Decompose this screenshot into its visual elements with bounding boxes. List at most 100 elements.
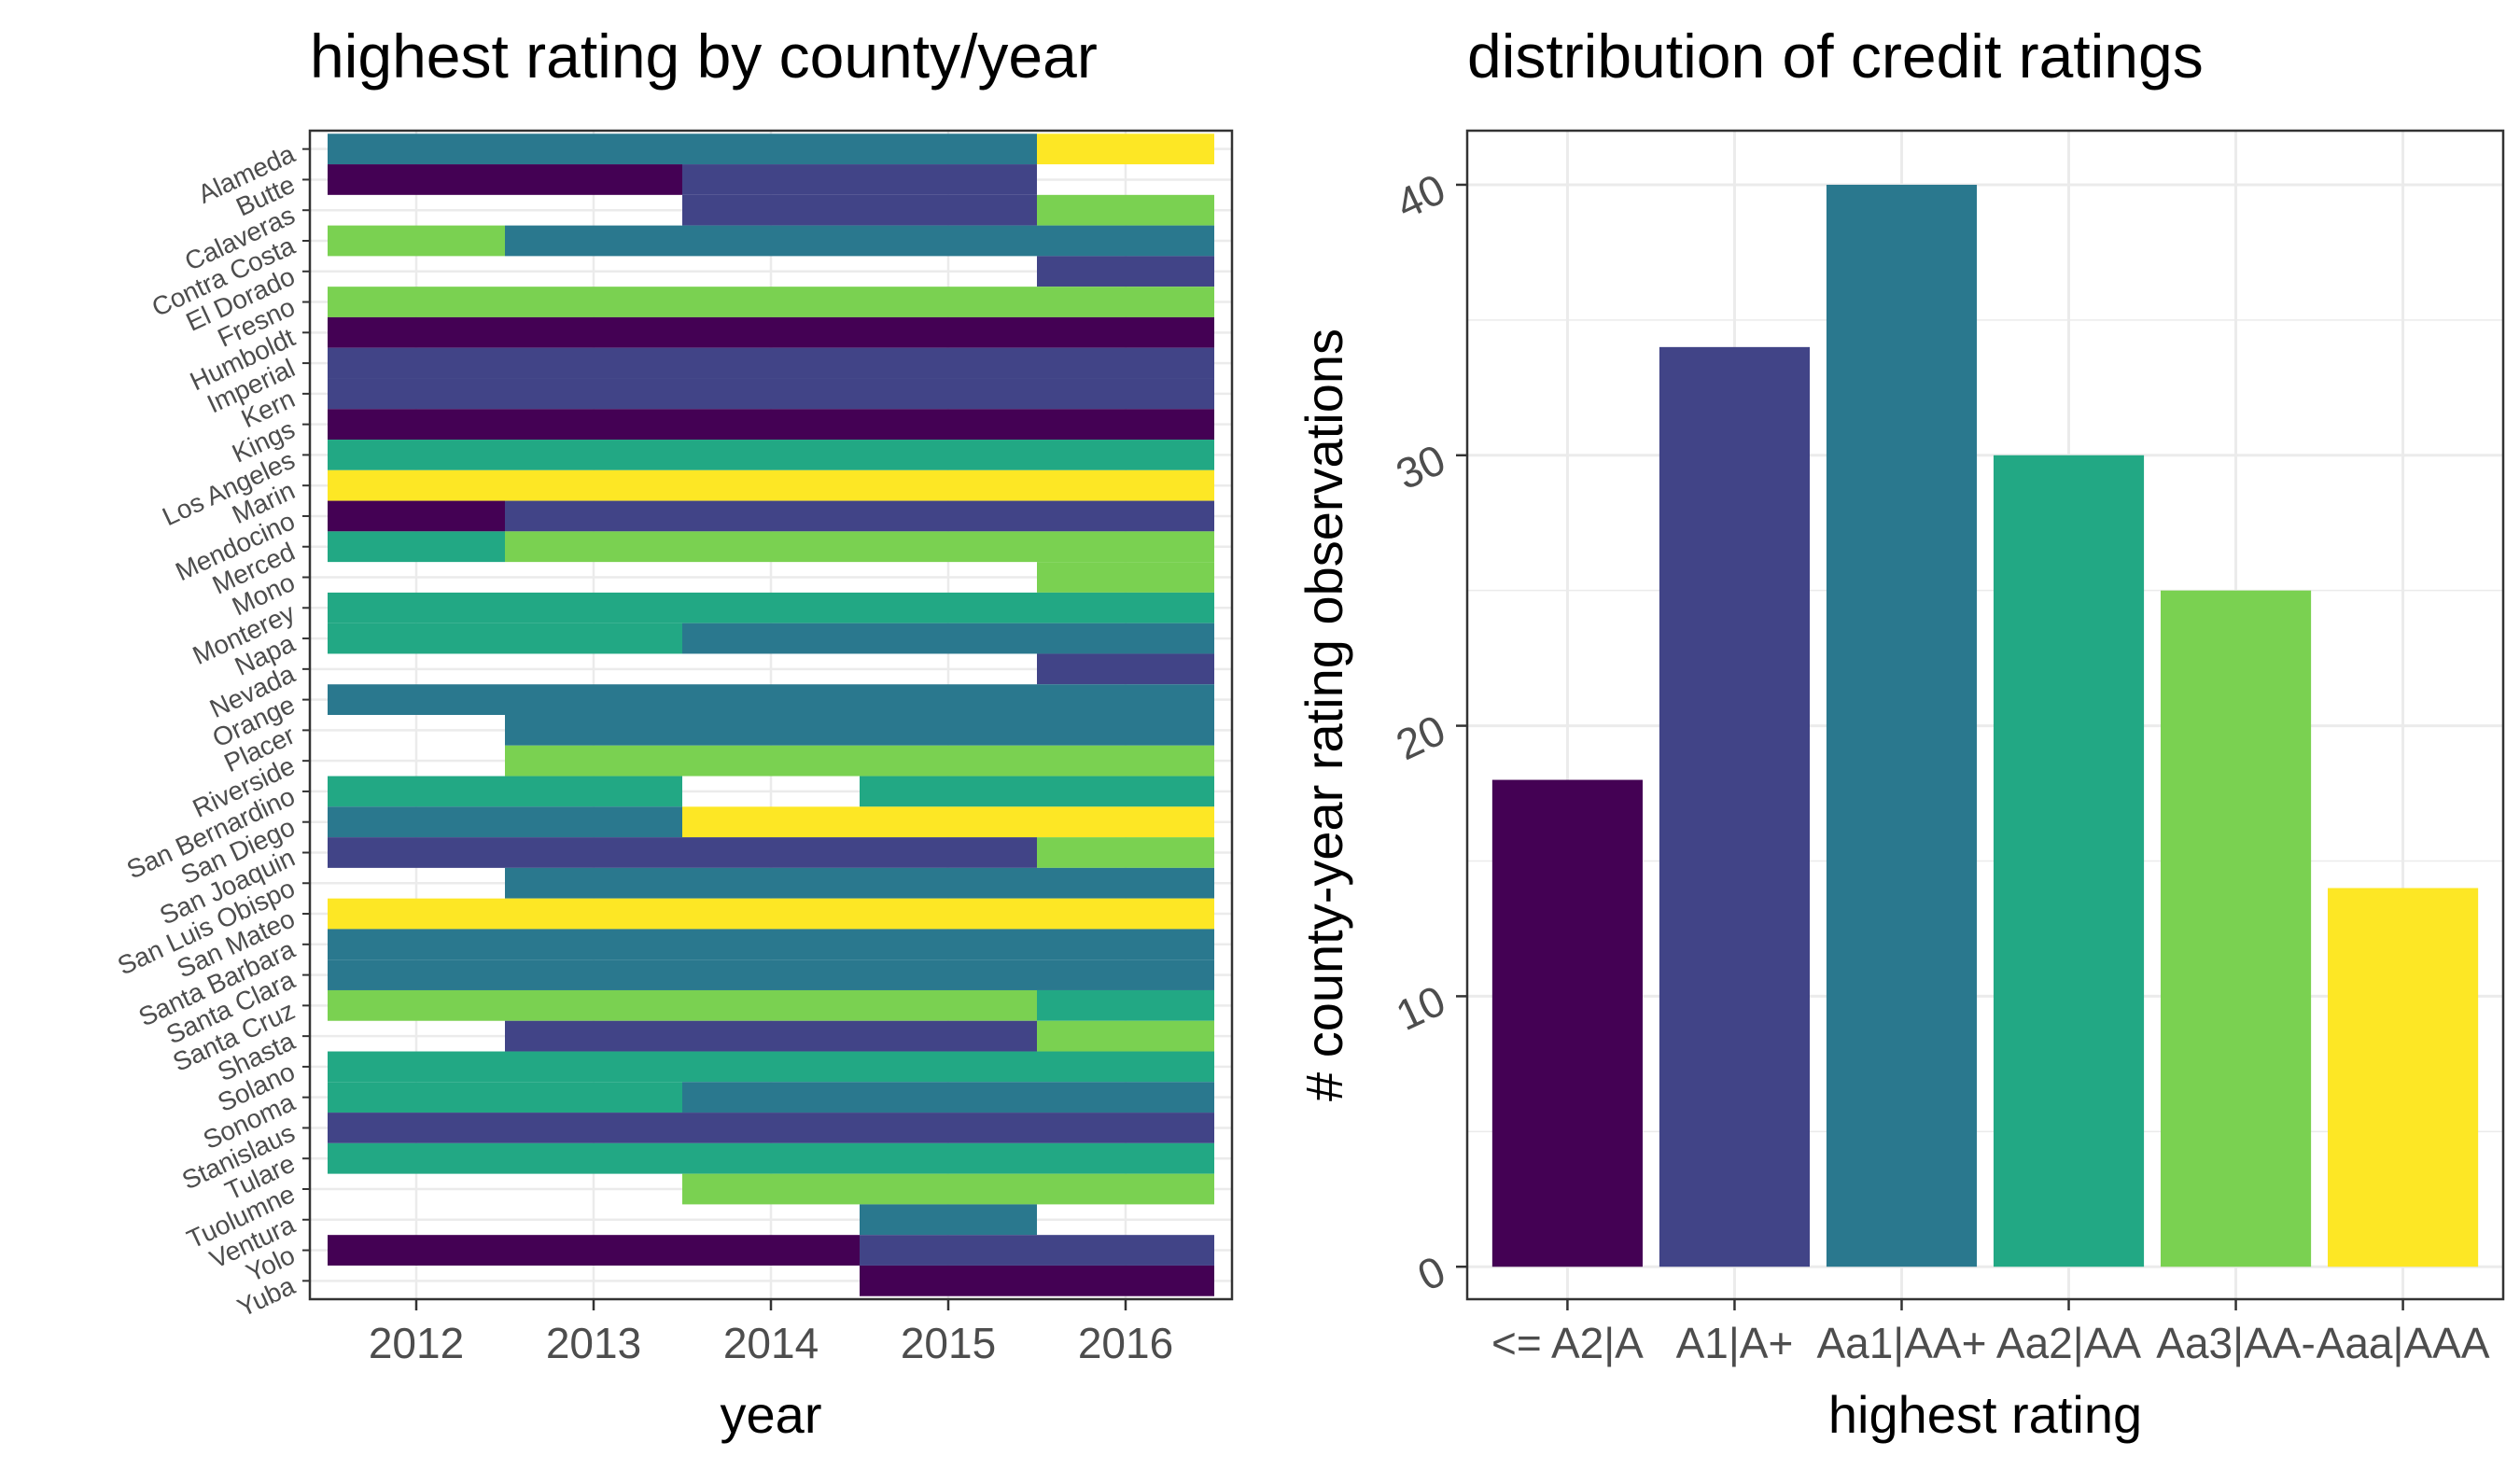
heatmap-title: highest rating by county/year	[310, 21, 1098, 91]
heatmap-cell	[1037, 898, 1214, 930]
heatmap-cell	[682, 1142, 860, 1174]
bar-panel-border	[1465, 129, 2505, 1301]
heatmap-cell	[682, 959, 860, 990]
heatmap-year-label: 2016	[1078, 1319, 1173, 1367]
heatmap-cell	[1037, 1235, 1214, 1266]
heatmap-year-label: 2014	[723, 1319, 819, 1367]
heatmap-cell	[1037, 715, 1214, 746]
heatmap-cell	[505, 837, 682, 868]
bar-x-tick-label: Aa3|AA-	[2156, 1319, 2315, 1367]
heatmap-cell	[860, 531, 1037, 563]
heatmap-cell	[682, 409, 860, 441]
heatmap-panel-border	[308, 129, 1234, 1301]
heatmap-cell	[328, 1113, 505, 1143]
heatmap-cell	[860, 898, 1037, 930]
heatmap-cell	[328, 1142, 505, 1174]
heatmap-cell	[328, 316, 505, 348]
heatmap-cell	[682, 1082, 860, 1113]
heatmap-cell	[860, 164, 1037, 195]
heatmap-cell	[505, 225, 682, 257]
heatmap-cell	[1037, 959, 1214, 990]
heatmap-cell	[1037, 776, 1214, 807]
heatmap-cell	[860, 225, 1037, 257]
heatmap-cell	[328, 500, 505, 532]
heatmap-cell	[682, 592, 860, 623]
heatmap-cell	[328, 929, 505, 960]
heatmap-cell	[860, 715, 1037, 746]
heatmap-cell	[860, 287, 1037, 317]
heatmap-x-axis-label: year	[721, 1385, 822, 1444]
heatmap-cell	[1037, 653, 1214, 685]
heatmap-cell	[328, 347, 505, 379]
heatmap-cell	[860, 133, 1037, 165]
heatmap-cell	[505, 133, 682, 165]
heatmap-cell	[682, 440, 860, 470]
heatmap-cell	[328, 225, 505, 257]
bar-y-axis-label: # county-year rating observations	[1295, 329, 1353, 1101]
heatmap-cell	[505, 1235, 682, 1266]
bar-x-tick-label: Aaa|AAA	[2317, 1319, 2490, 1367]
bar	[1993, 455, 2145, 1267]
heatmap-cell	[505, 929, 682, 960]
heatmap-cell	[1037, 440, 1214, 470]
heatmap-cell	[328, 164, 505, 195]
bar-marks	[1491, 184, 2479, 1267]
heatmap-cell	[860, 347, 1037, 379]
heatmap-cell	[328, 133, 505, 165]
heatmap-cell	[328, 959, 505, 990]
heatmap-cell	[860, 989, 1037, 1021]
bar-x-tick-label: <= A2|A	[1491, 1319, 1644, 1367]
heatmap-cell	[860, 1051, 1037, 1083]
heatmap-cell	[1037, 1265, 1214, 1296]
bar-x-ticks: <= A2|A A1|A+ Aa1|AA+ Aa2|AA Aa3|AA- Aaa|AAA	[1491, 1299, 2490, 1367]
heatmap-cell	[860, 1020, 1037, 1052]
heatmap-cell	[860, 1265, 1037, 1296]
heatmap-cell	[328, 531, 505, 563]
heatmap-cell	[328, 287, 505, 317]
heatmap-cell	[1037, 623, 1214, 654]
heatmap-cell	[1037, 1142, 1214, 1174]
heatmap-cell	[328, 776, 505, 807]
heatmap-cell	[682, 347, 860, 379]
heatmap-cell	[1037, 1113, 1214, 1143]
heatmap-cell	[505, 1020, 682, 1052]
heatmap-cell	[682, 745, 860, 777]
heatmap-cell	[1037, 867, 1214, 899]
heatmap-cell	[328, 1051, 505, 1083]
bar	[2160, 590, 2312, 1267]
heatmap-cell	[505, 440, 682, 470]
heatmap-cell	[682, 133, 860, 165]
heatmap-cell	[1037, 806, 1214, 838]
heatmap-cell	[328, 592, 505, 623]
heatmap-cell	[682, 287, 860, 317]
bar	[1659, 346, 1811, 1267]
heatmap-cell	[1037, 287, 1214, 317]
heatmap-cell	[328, 623, 505, 654]
heatmap-cell	[682, 194, 860, 226]
heatmap-cell	[1037, 1051, 1214, 1083]
heatmap-cell	[682, 867, 860, 899]
heatmap-cell	[860, 1082, 1037, 1113]
heatmap-cell	[328, 440, 505, 470]
heatmap-cell	[1037, 1082, 1214, 1113]
heatmap-cell	[1037, 378, 1214, 410]
heatmap-cell	[1037, 929, 1214, 960]
heatmap-cell	[682, 898, 860, 930]
heatmap-cell	[1037, 133, 1214, 165]
heatmap-cell	[682, 837, 860, 868]
heatmap-cell	[328, 409, 505, 441]
heatmap-cell	[860, 469, 1037, 501]
heatmap-cell	[1037, 347, 1214, 379]
heatmap-cell	[860, 806, 1037, 838]
heatmap-cell	[505, 776, 682, 807]
heatmap-cell	[505, 347, 682, 379]
heatmap-cell	[1037, 256, 1214, 287]
heatmap-cell	[328, 806, 505, 838]
bar-x-axis-label: highest rating	[1828, 1385, 2142, 1444]
heatmap-cell	[1037, 989, 1214, 1021]
heatmap-cell	[682, 1051, 860, 1083]
heatmap-cell	[682, 531, 860, 563]
heatmap-cell	[505, 898, 682, 930]
heatmap-cells	[328, 133, 1214, 1296]
